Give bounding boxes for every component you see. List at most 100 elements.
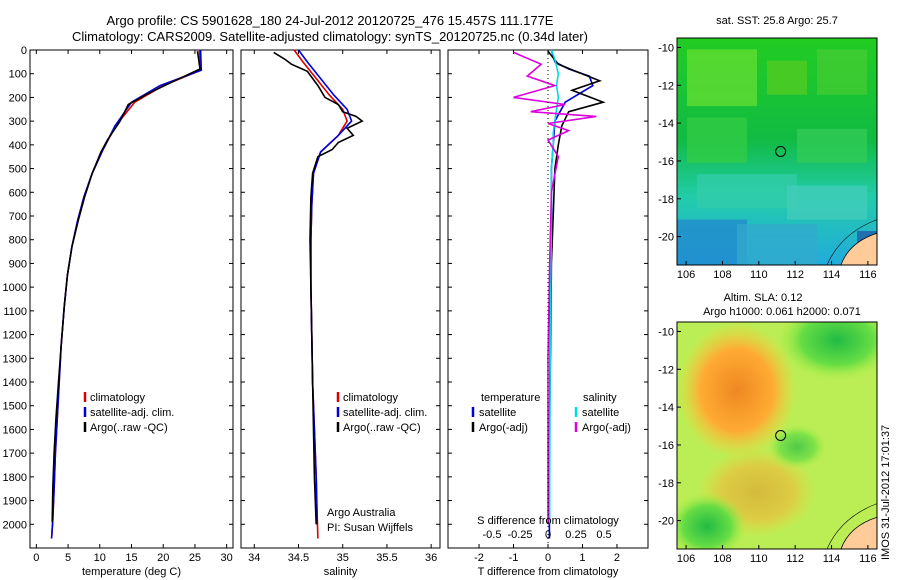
sal-series-climatology [293, 49, 348, 539]
depth-tick-label: 900 [9, 258, 27, 270]
sla-map-lon-label: 106 [677, 553, 695, 565]
diff-series-salinity-satellite [548, 49, 560, 525]
sal-xtick-label: 35 [337, 552, 349, 564]
sla-map-panel: 106 108 110 112 114 116 -10 -12 -14 -16 -18 -20 [658, 321, 878, 565]
sal-xtick-label: 36 [425, 552, 437, 564]
diff-xtick-label: 2 [614, 552, 620, 564]
sst-map-lon-label: 110 [750, 269, 768, 281]
diff-series-temperature-satellite [548, 49, 594, 539]
temp-legend-label: Argo(..raw -QC) [90, 422, 168, 434]
sla-map-lon-label: 112 [786, 553, 804, 565]
diff-xlabel: T difference from climatology [478, 566, 619, 578]
sal-axes-frame [240, 49, 441, 549]
sst-map-field [677, 38, 877, 265]
depth-tick-label: 1400 [3, 377, 27, 389]
sla-map-frame [676, 321, 878, 550]
temp-xtick-label: 0 [33, 552, 39, 564]
temp-series-argo-raw-qc- [51, 51, 201, 522]
salinity-difference-tick-label: -0.25 [507, 529, 532, 541]
depth-tick-label: 100 [9, 69, 27, 81]
figure-title-line-1: Argo profile: CS 5901628_180 24-Jul-2012… [106, 13, 554, 28]
sla-map-lon-label: 110 [750, 553, 768, 565]
sst-patch [787, 185, 867, 220]
depth-tick-label: 0 [21, 45, 27, 57]
depth-tick-label: 1500 [3, 401, 27, 413]
salinity-difference-tick-label: 0.25 [565, 529, 586, 541]
diff-xtick-label: 0 [545, 552, 551, 564]
sst-map-panel: 106 108 110 112 114 116 -10 -12 -14 -16 -18 -20 [658, 37, 878, 281]
sst-map-frame [676, 37, 878, 266]
sla-low-anomaly [677, 492, 747, 549]
sst-map-lon-label: 114 [823, 269, 841, 281]
temp-panel: 0100200300400500600700800900100011001200… [3, 45, 234, 578]
salinity-difference-axis-label: S difference from climatology [477, 515, 619, 527]
sst-patch [687, 117, 747, 163]
depth-tick-label: 600 [9, 187, 27, 199]
sst-map-lat-label: -16 [658, 156, 674, 168]
depth-tick-label: 1600 [3, 424, 27, 436]
sla-map-lat-label: -10 [658, 326, 674, 338]
sal-series-satellite-adj-clim- [297, 49, 353, 525]
sal-xtick-label: 35.5 [376, 552, 397, 564]
institution-annotation: Argo Australia [327, 507, 396, 519]
diff-series-salinity-argo-adj- [513, 51, 597, 525]
sla-map-lon-label: 116 [859, 553, 877, 565]
temperature-legend-label: satellite [479, 407, 516, 419]
sal-xtick-label: 34.5 [288, 552, 309, 564]
sal-legend-label: climatology [343, 392, 399, 404]
diff-xtick-label: -2 [474, 552, 484, 564]
sal-legend-label: Argo(..raw -QC) [343, 422, 421, 434]
sst-map-bathymetry-contour [826, 219, 877, 265]
sla-map-lat-label: -16 [658, 440, 674, 452]
sst-patch [797, 128, 867, 163]
sst-map-title: sat. SST: 25.8 Argo: 25.7 [716, 15, 838, 27]
salinity-difference-tick-label: 0 [545, 529, 551, 541]
depth-tick-label: 1700 [3, 448, 27, 460]
sst-map-lon-label: 106 [677, 269, 695, 281]
diff-xtick-label: 1 [579, 552, 585, 564]
sla-map-bathymetry-contour [826, 503, 877, 549]
sla-map-title-line-2: Argo h1000: 0.061 h2000: 0.071 [703, 306, 861, 318]
figure-title-line-2: Climatology: CARS2009. Satellite-adjuste… [72, 29, 588, 44]
temperature-legend-label: Argo(-adj) [479, 422, 528, 434]
salinity-difference-tick-label: -0.5 [483, 529, 502, 541]
depth-tick-label: 400 [9, 140, 27, 152]
diff-panel: -2 -1 0 1 2 T difference from climatology temp… [447, 49, 649, 578]
sst-map-lat-label: -12 [658, 80, 674, 92]
sst-map-argo-location-marker [775, 146, 787, 157]
depth-tick-label: 1300 [3, 353, 27, 365]
sst-patch [687, 49, 757, 107]
sla-map-lon-label: 114 [823, 553, 841, 565]
sal-panel: 34 34.5 35 35.5 36 salinity climatology satelli… [240, 49, 441, 578]
temp-xlabel: temperature (deg C) [82, 566, 181, 578]
depth-tick-label: 2000 [3, 519, 27, 531]
sla-map-lat-label: -20 [658, 516, 674, 528]
depth-tick-label: 1000 [3, 282, 27, 294]
temp-xtick-label: 30 [221, 552, 233, 564]
sla-map-lat-label: -18 [658, 478, 674, 490]
salinity-legend-label: Argo(-adj) [582, 422, 631, 434]
sla-low-anomaly [777, 322, 877, 382]
sst-map-lon-label: 112 [786, 269, 804, 281]
temp-xtick-label: 20 [157, 552, 169, 564]
salinity-legend-label: satellite [582, 407, 619, 419]
sla-map-lat-label: -14 [658, 402, 674, 414]
sla-map-lon-label: 108 [713, 553, 731, 565]
sst-patch [697, 174, 797, 209]
depth-tick-label: 200 [9, 92, 27, 104]
depth-tick-label: 700 [9, 211, 27, 223]
sst-map-lon-label: 116 [859, 269, 877, 281]
sal-series-argo-raw-qc- [273, 51, 364, 525]
sst-map-lat-label: -14 [658, 118, 674, 130]
sst-patch [767, 60, 807, 95]
sal-xlabel: salinity [324, 566, 358, 578]
sla-high-anomaly [677, 322, 797, 459]
depth-tick-label: 500 [9, 164, 27, 176]
depth-tick-label: 800 [9, 235, 27, 247]
sst-map-lat-label: -10 [658, 42, 674, 54]
sla-low-anomaly [767, 424, 827, 470]
salinity-difference-tick-label: 0.5 [596, 529, 611, 541]
sst-patch [677, 219, 747, 265]
diff-xtick-label: -1 [509, 552, 519, 564]
